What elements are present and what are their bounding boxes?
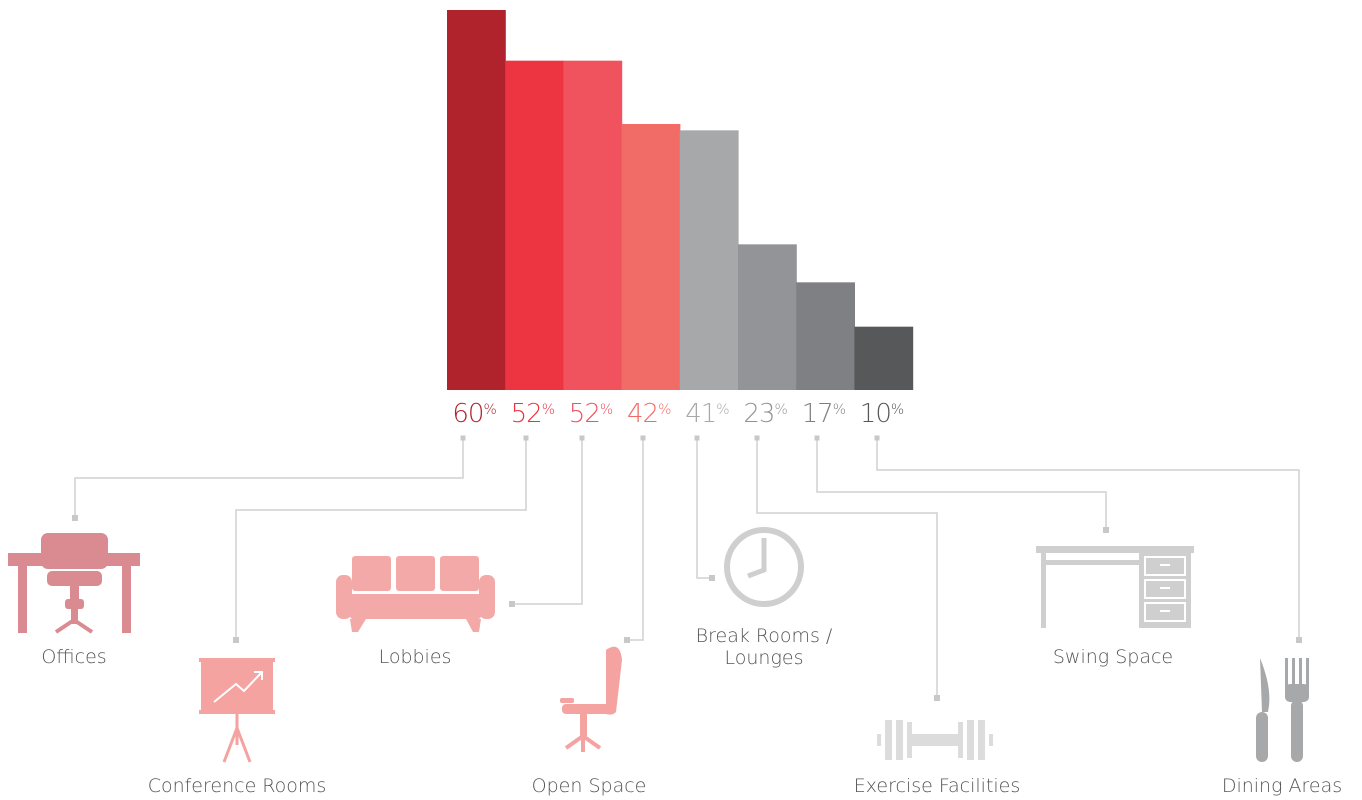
- desk-icon: [1036, 546, 1194, 628]
- connector-start-dot-5: [754, 435, 760, 441]
- connector-line-7: [876, 438, 1300, 640]
- connector-line-1: [235, 438, 527, 640]
- connector-line-5: [756, 438, 938, 698]
- connector-end-dot-6: [1103, 527, 1109, 533]
- category-label-2: Lobbies: [379, 646, 452, 668]
- value-label-3: 42%: [627, 399, 671, 429]
- value-label-0: 60%: [452, 399, 496, 429]
- category-label-5: Exercise Facilities: [854, 775, 1021, 797]
- connector-start-dot-2: [579, 435, 585, 441]
- connector-end-dot-5: [934, 695, 940, 701]
- connector-line-2: [512, 438, 583, 605]
- connector-end-dot-2: [509, 601, 515, 607]
- category-label-1: Conference Rooms: [148, 775, 327, 797]
- category-label-6: Swing Space: [1053, 646, 1173, 668]
- connector-start-dot-1: [523, 435, 529, 441]
- category-label-0: Offices: [41, 646, 106, 668]
- connector-end-dot-7: [1296, 637, 1302, 643]
- category-label-7: Dining Areas: [1222, 775, 1342, 797]
- bar-0: [447, 10, 506, 390]
- value-label-2: 52%: [569, 399, 613, 429]
- value-label-1: 52%: [511, 399, 555, 429]
- category-label-4: Break Rooms / Lounges: [696, 625, 833, 669]
- connectors-group: [72, 435, 1302, 701]
- connector-start-dot-0: [460, 435, 466, 441]
- presentation-board-icon: [199, 658, 275, 763]
- icons-group: [8, 527, 1309, 763]
- bar-4: [679, 130, 739, 391]
- bar-6: [796, 282, 855, 390]
- connector-start-dot-4: [694, 435, 700, 441]
- bar-7: [854, 326, 914, 390]
- category-label-3: Open Space: [532, 775, 647, 797]
- office-chair-icon: [560, 646, 622, 752]
- connector-line-6: [816, 438, 1107, 530]
- value-label-5: 23%: [743, 399, 787, 429]
- connector-line-3: [627, 438, 644, 641]
- clock-icon: [724, 527, 804, 607]
- bar-2: [563, 60, 623, 391]
- desk-chair-icon: [8, 533, 140, 634]
- connector-line-4: [696, 438, 712, 579]
- dumbbell-icon: [877, 720, 993, 760]
- value-label-7: 10%: [860, 399, 904, 429]
- connector-end-dot-3: [624, 637, 630, 643]
- value-labels-group: 60% 52% 52% 42% 41% 23% 17% 10%: [452, 399, 904, 429]
- connector-start-dot-6: [814, 435, 820, 441]
- bar-3: [621, 124, 681, 390]
- value-label-6: 17%: [802, 399, 846, 429]
- knife-fork-icon: [1256, 658, 1309, 762]
- bar-5: [738, 244, 797, 390]
- connector-start-dot-3: [640, 435, 646, 441]
- bars-group: [447, 10, 914, 391]
- connector-end-dot-4: [709, 575, 715, 581]
- bar-1: [505, 60, 564, 391]
- category-labels-group: Offices Conference Rooms Lobbies Open Space…: [41, 625, 1342, 797]
- connector-end-dot-0: [72, 515, 78, 521]
- connector-end-dot-1: [233, 637, 239, 643]
- sofa-icon: [336, 556, 495, 632]
- value-label-4: 41%: [685, 399, 729, 429]
- connector-start-dot-7: [874, 435, 880, 441]
- connector-line-0: [74, 438, 464, 518]
